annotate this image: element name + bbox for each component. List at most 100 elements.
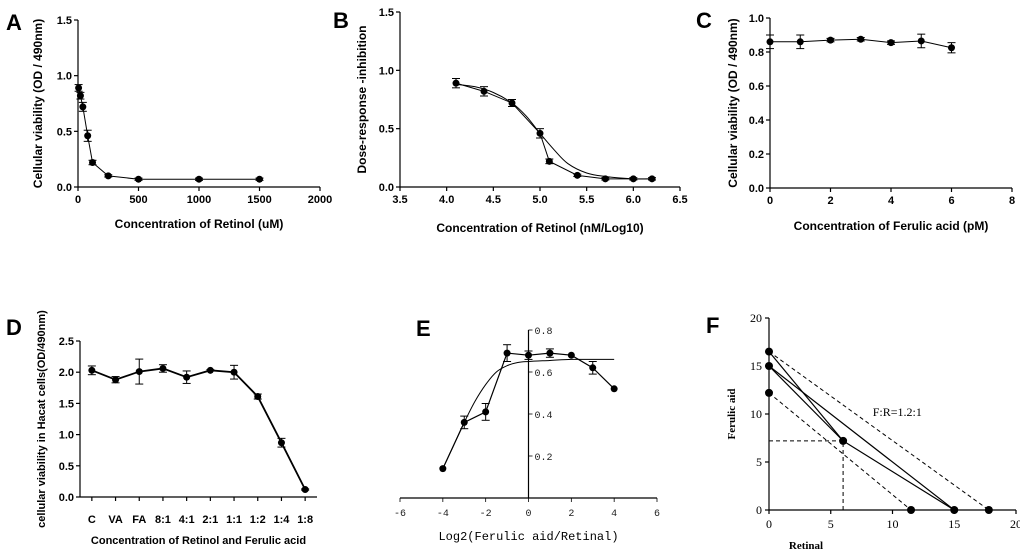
data-point xyxy=(839,436,848,445)
y-tick-label: 1.0 xyxy=(749,13,764,25)
y-tick-label: 1.0 xyxy=(59,430,74,442)
solid-line xyxy=(768,365,955,511)
series-line xyxy=(78,87,260,180)
panel-a: A 0.0 0.5 1.0 1.5 0 500 1000 1500 2000 Concentrati… xyxy=(6,10,332,231)
y-tick-label: 2.0 xyxy=(59,367,74,379)
data-point xyxy=(948,44,955,52)
data-point xyxy=(135,175,142,183)
x-tick-label: 15 xyxy=(948,517,960,531)
x-tick-label: 8 xyxy=(1009,195,1015,207)
data-point xyxy=(183,373,191,381)
panel-letter: C xyxy=(696,8,712,33)
x-tick-label: 2 xyxy=(568,509,574,520)
y-tick-label: 1.0 xyxy=(57,71,72,83)
y-tick-label: 0.8 xyxy=(535,327,553,338)
category-label: C xyxy=(88,514,96,526)
x-tick-label: 4.0 xyxy=(439,194,454,206)
x-axis-label: Concentration of Retinol (uM) xyxy=(115,217,284,231)
x-tick-label: 4.5 xyxy=(486,194,501,206)
x-tick-label: 4 xyxy=(888,195,895,207)
y-axis-label: Ferulic aid xyxy=(726,388,738,439)
x-tick-label: 0 xyxy=(525,509,531,520)
y-tick-label: 1.5 xyxy=(379,7,394,19)
category-label: FA xyxy=(132,514,146,526)
data-point xyxy=(766,38,774,46)
y-tick-label: 20 xyxy=(750,311,762,325)
x-tick-label: 1000 xyxy=(187,194,211,206)
data-point xyxy=(629,175,637,183)
data-point xyxy=(84,132,92,140)
fit-curve xyxy=(455,83,653,180)
data-point xyxy=(907,506,916,514)
data-point xyxy=(508,99,516,107)
y-tick-label: 0.8 xyxy=(749,47,764,59)
panel-e: E -6 -4 -2 0 2 4 6 0.2 0.4 0.6 0.8 Log2(Ferulic aid/… xyxy=(394,316,660,544)
y-tick-label: 0.0 xyxy=(379,182,394,194)
y-tick-label: 1.5 xyxy=(57,15,72,27)
y-tick-label: 10 xyxy=(750,407,762,421)
data-point xyxy=(88,366,96,374)
y-tick-label: 0.5 xyxy=(379,124,394,136)
data-point xyxy=(480,87,488,95)
x-tick-label: 0 xyxy=(766,517,772,531)
y-tick-label: 0.0 xyxy=(57,182,72,194)
data-point xyxy=(796,38,804,46)
y-tick-label: 5 xyxy=(756,455,762,469)
panel-letter: A xyxy=(6,10,22,35)
panel-letter: F xyxy=(706,313,719,338)
x-tick-label: 6 xyxy=(654,509,660,520)
data-point xyxy=(917,37,925,45)
data-point xyxy=(525,351,532,359)
y-tick-label: 0.6 xyxy=(535,369,553,380)
dashed-line xyxy=(768,351,990,511)
x-tick-label: 6 xyxy=(948,195,954,207)
x-tick-label: 6.5 xyxy=(672,194,687,206)
category-label: 8:1 xyxy=(155,514,171,526)
solid-line xyxy=(768,351,844,442)
panel-c: C 0.0 0.2 0.4 0.6 0.8 1.0 0 2 4 6 8 Concentration of… xyxy=(696,8,1015,233)
y-tick-label: 0.0 xyxy=(749,183,764,195)
x-tick-label: 2000 xyxy=(308,194,332,206)
data-point xyxy=(648,175,656,183)
data-point xyxy=(765,347,773,356)
category-label: 2:1 xyxy=(202,514,218,526)
x-tick-label: 6.0 xyxy=(626,194,641,206)
y-tick-label: 1.5 xyxy=(59,398,74,410)
x-tick-label: 5 xyxy=(828,517,834,531)
dashed-line xyxy=(768,392,912,511)
y-tick-label: 0.5 xyxy=(59,461,74,473)
data-point xyxy=(301,486,309,494)
panel-f: F 0 5 10 15 20 0 5 10 15 20 Retinal Ferulic aid F:R=1… xyxy=(706,311,1020,552)
category-label: 4:1 xyxy=(179,514,195,526)
category-label: 1:1 xyxy=(226,514,242,526)
data-point xyxy=(610,385,618,393)
data-point xyxy=(277,439,285,447)
data-point xyxy=(567,351,575,359)
data-point xyxy=(135,368,143,376)
data-point xyxy=(601,175,609,183)
data-point xyxy=(984,506,993,514)
x-axis-label: Concentration of Ferulic acid (pM) xyxy=(794,219,989,233)
data-point xyxy=(254,393,262,401)
x-axis-label: Concentration of Retinol (nM/Log10) xyxy=(436,221,643,235)
category-label: 1:4 xyxy=(273,514,290,526)
x-tick-label: 20 xyxy=(1010,517,1020,531)
data-point xyxy=(536,129,544,137)
data-point xyxy=(195,175,203,183)
data-point xyxy=(89,159,97,167)
category-label: 1:2 xyxy=(250,514,266,526)
x-axis-label: Concentration of Retinol and Ferulic aci… xyxy=(91,535,306,547)
x-tick-label: -2 xyxy=(480,509,492,520)
x-tick-label: 500 xyxy=(129,194,147,206)
data-point xyxy=(887,39,895,47)
data-point xyxy=(112,376,120,384)
data-point xyxy=(546,349,554,357)
y-axis-label: cellular viability in Hacat cells(OD/490… xyxy=(36,310,48,528)
x-tick-label: 5.0 xyxy=(532,194,547,206)
y-tick-label: 0.0 xyxy=(59,492,74,504)
y-tick-label: 1.0 xyxy=(379,65,394,77)
data-point xyxy=(857,35,865,43)
data-point xyxy=(482,408,490,416)
x-tick-label: 5.5 xyxy=(579,194,594,206)
data-point xyxy=(765,388,773,397)
